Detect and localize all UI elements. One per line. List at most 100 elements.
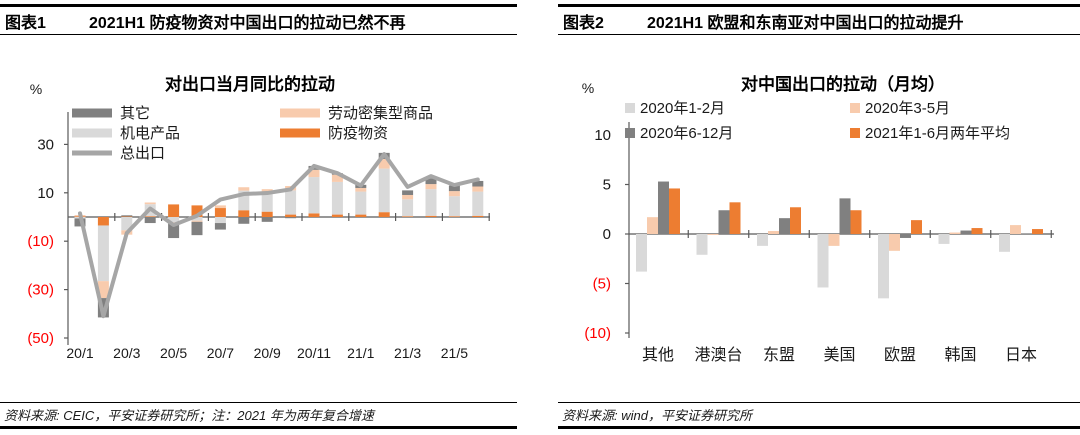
bar-segment-劳动密集型商品 <box>97 281 109 299</box>
x-axis-tick-label: 20/5 <box>160 345 187 361</box>
bar-segment-劳动密集型商品 <box>308 169 320 178</box>
x-axis-category-label: 日本 <box>1005 346 1037 364</box>
bar-2020年1-2月-日本 <box>999 234 1010 252</box>
y-axis-tick-label: (50) <box>27 330 54 347</box>
bar-segment-其它 <box>144 217 156 224</box>
bar-segment-机电产品 <box>261 192 273 212</box>
bar-2021年1-6月两年平均-其他 <box>669 188 680 234</box>
figure-1-header: 图表1 2021H1 防疫物资对中国出口的拉动已然不再 <box>0 4 517 35</box>
x-axis-category-label: 美国 <box>823 346 855 364</box>
x-axis-category-label: 韩国 <box>944 346 976 364</box>
bar-2020年1-2月-美国 <box>817 234 829 288</box>
bar-2020年3-5月-其他 <box>647 217 658 234</box>
legend-label: 2021年1-6月两年平均 <box>865 125 1010 142</box>
legend-swatch-防疫物资 <box>280 128 320 138</box>
x-axis-tick-label: 20/9 <box>254 345 281 361</box>
x-axis-category-label: 其他 <box>642 346 674 364</box>
bar-2020年3-5月-日本 <box>1010 225 1021 234</box>
bar-segment-机电产品 <box>425 189 437 216</box>
bar-segment-机电产品 <box>355 191 367 215</box>
legend-label: 其它 <box>120 104 150 122</box>
y-axis-tick-label: 10 <box>37 185 54 202</box>
bar-segment-机电产品 <box>97 225 109 282</box>
chart-title: 对中国出口的拉动（月均） <box>741 74 945 94</box>
x-axis-category-label: 欧盟 <box>884 346 916 364</box>
bar-segment-其它 <box>402 190 414 195</box>
bar-segment-机电产品 <box>191 217 203 221</box>
bar-segment-防疫物资 <box>168 204 180 217</box>
bar-segment-机电产品 <box>472 191 484 216</box>
bar-segment-防疫物资 <box>97 217 109 226</box>
legend-label: 2020年3-5月 <box>865 100 950 117</box>
legend-swatch-2020年3-5月 <box>850 103 860 113</box>
x-axis-category-label: 港澳台 <box>694 346 742 364</box>
figure-2-title: 2021H1 欧盟和东南亚对中国出口的拉动提升 <box>647 14 964 32</box>
bar-segment-防疫物资 <box>355 214 367 217</box>
bar-segment-劳动密集型商品 <box>191 220 203 222</box>
y-axis-tick-label: 0 <box>603 226 611 243</box>
bar-segment-劳动密集型商品 <box>144 202 156 205</box>
bar-segment-防疫物资 <box>214 208 226 217</box>
bar-2020年6-12月-欧盟 <box>900 234 911 238</box>
bar-2020年6-12月-韩国 <box>960 230 972 234</box>
bar-segment-其它 <box>285 217 297 219</box>
bar-2021年1-6月两年平均-日本 <box>1032 229 1043 234</box>
x-axis-tick-label: 20/3 <box>113 345 140 361</box>
bar-2021年1-6月两年平均-东盟 <box>790 207 801 234</box>
x-axis-tick-label: 21/3 <box>394 345 421 361</box>
x-axis-tick-label: 21/1 <box>347 345 374 361</box>
figure-2-source-note: 资料来源: wind，平安证券研究所 <box>558 402 1080 429</box>
bar-segment-其它 <box>214 223 226 230</box>
figure-2-label: 图表2 <box>563 14 604 32</box>
figure-2-header: 图表2 2021H1 欧盟和东南亚对中国出口的拉动提升 <box>558 4 1080 35</box>
y-axis-unit-label: % <box>582 80 594 96</box>
x-axis-category-label: 东盟 <box>763 346 795 364</box>
legend-swatch-其它 <box>72 108 112 118</box>
x-axis-tick-label: 20/1 <box>66 345 93 361</box>
legend-label: 防疫物资 <box>328 125 388 142</box>
bar-2020年1-2月-其他 <box>636 234 647 272</box>
bar-segment-防疫物资 <box>261 211 273 217</box>
legend-swatch-2021年1-6月两年平均 <box>850 128 860 138</box>
export-yoy-pull-stacked-chart: 对出口当月同比的拉动% 30 10 (10) (30) (50) 20/1 20/3 20/5 2… <box>27 74 490 361</box>
x-axis-tick-label: 20/11 <box>297 345 331 361</box>
bar-2020年1-2月-韩国 <box>938 234 950 244</box>
bar-segment-劳动密集型商品 <box>355 187 367 192</box>
x-axis-tick-label: 20/7 <box>207 345 234 361</box>
bar-segment-机电产品 <box>168 217 180 223</box>
bar-segment-防疫物资 <box>378 212 390 217</box>
bar-2020年1-2月-东盟 <box>757 234 768 246</box>
bar-segment-其它 <box>448 185 460 192</box>
bar-segment-劳动密集型商品 <box>214 205 226 209</box>
bar-segment-其它 <box>238 217 250 224</box>
bar-segment-其它 <box>425 178 437 185</box>
legend-swatch-机电产品 <box>72 128 112 138</box>
legend-label: 劳动密集型商品 <box>328 105 433 122</box>
bar-segment-机电产品 <box>402 199 414 217</box>
figure-2-source-text: 资料来源: wind，平安证券研究所 <box>562 408 752 423</box>
bar-segment-机电产品 <box>308 177 320 214</box>
legend-label: 机电产品 <box>120 125 180 142</box>
y-axis-tick-label: 10 <box>594 127 611 144</box>
legend-label: 2020年1-2月 <box>640 100 725 117</box>
bar-segment-机电产品 <box>214 217 226 224</box>
bar-2020年3-5月-东盟 <box>768 231 779 234</box>
y-axis-tick-label: 5 <box>603 177 611 194</box>
bar-segment-其它 <box>261 217 273 222</box>
bar-segment-劳动密集型商品 <box>472 186 484 192</box>
bar-segment-机电产品 <box>121 217 133 231</box>
bar-segment-机电产品 <box>285 190 297 215</box>
export-pull-by-region-grouped-chart: 对中国出口的拉动（月均）% 10 5 0 (5) (10) 其他 港澳台 东盟 美国 欧盟 韩国 日本 2… <box>582 74 1054 364</box>
bar-2021年1-6月两年平均-韩国 <box>971 228 983 234</box>
bar-2020年3-5月-韩国 <box>949 232 961 234</box>
bar-2020年6-12月-美国 <box>839 198 851 234</box>
figure-panel-1: 图表1 2021H1 防疫物资对中国出口的拉动已然不再 对出口当月同比的拉动% 3… <box>0 0 517 435</box>
bar-segment-其它 <box>191 221 203 236</box>
bar-2020年6-12月-港澳台 <box>718 210 730 234</box>
legend-swatch-2020年1-2月 <box>625 103 635 113</box>
total-export-line <box>78 152 480 319</box>
legend-label: 2020年6-12月 <box>640 125 733 142</box>
figure-1-source-text: 资料来源: CEIC，平安证券研究所；注：2021 年为两年复合增速 <box>4 408 374 423</box>
bar-segment-机电产品 <box>238 190 250 211</box>
bar-segment-防疫物资 <box>144 216 156 217</box>
